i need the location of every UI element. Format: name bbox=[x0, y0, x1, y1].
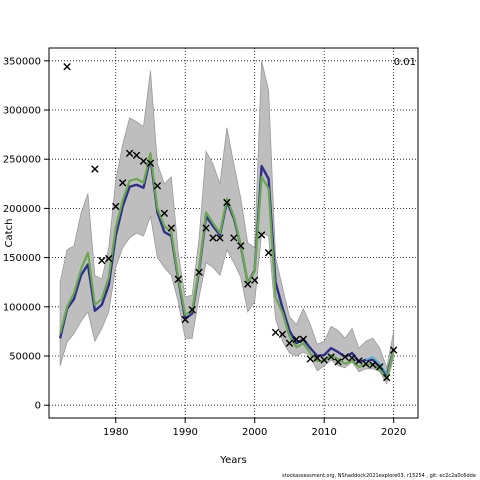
observed-point bbox=[63, 63, 71, 71]
x-axis-title: Years bbox=[219, 455, 246, 466]
observed-point bbox=[202, 224, 210, 232]
observed-point bbox=[167, 224, 175, 232]
observed-point bbox=[139, 157, 148, 165]
observed-point bbox=[355, 357, 363, 365]
observed-point bbox=[216, 234, 224, 242]
observed-point bbox=[334, 358, 342, 366]
observed-point bbox=[153, 182, 162, 190]
observed-point bbox=[195, 268, 203, 277]
observed-point bbox=[299, 335, 308, 343]
observed-point bbox=[320, 356, 328, 364]
observed-point bbox=[237, 242, 245, 250]
observed-point bbox=[118, 179, 127, 187]
y-tick-label: 200000 bbox=[3, 204, 41, 215]
y-tick-label: 350000 bbox=[3, 56, 41, 67]
observed-point bbox=[146, 159, 155, 167]
confidence-band bbox=[59, 60, 395, 385]
observed-points bbox=[63, 63, 398, 382]
observed-point bbox=[132, 151, 141, 159]
y-tick-label: 250000 bbox=[3, 155, 41, 166]
observed-point bbox=[285, 339, 294, 347]
observed-point bbox=[230, 234, 238, 242]
observed-point bbox=[251, 276, 259, 284]
y-tick-label: 100000 bbox=[3, 302, 41, 313]
x-tick-label: 2020 bbox=[381, 427, 406, 438]
observed-point bbox=[98, 256, 106, 265]
observed-point bbox=[389, 346, 398, 354]
axes: 1980 1990 2000 2010 2020 0 50000 100000 150000 20… bbox=[3, 56, 407, 438]
confidence-band-area bbox=[59, 60, 395, 385]
x-tick-label: 1980 bbox=[103, 427, 128, 438]
plot-frame bbox=[48, 47, 419, 419]
observed-point bbox=[125, 149, 134, 157]
observed-point bbox=[209, 234, 217, 242]
observed-point bbox=[91, 165, 99, 173]
observed-point bbox=[264, 248, 273, 257]
series-line-2 bbox=[59, 152, 395, 380]
footer-credit: stockassessment.org, NShaddock2021explor… bbox=[282, 473, 476, 479]
observed-point bbox=[271, 328, 280, 337]
observed-point bbox=[348, 354, 356, 362]
observed-point bbox=[292, 335, 301, 343]
series-line-3 bbox=[365, 356, 388, 375]
observed-point bbox=[181, 315, 189, 324]
observed-point bbox=[174, 275, 182, 283]
observed-point bbox=[223, 198, 231, 207]
observed-point bbox=[257, 231, 266, 239]
y-tick-label: 150000 bbox=[3, 253, 41, 264]
observed-point bbox=[112, 202, 120, 211]
y-tick-label: 300000 bbox=[3, 105, 41, 116]
observed-point bbox=[313, 354, 321, 362]
y-tick-label: 50000 bbox=[9, 352, 41, 363]
observed-point bbox=[105, 254, 113, 263]
x-tick-label: 1990 bbox=[172, 427, 197, 438]
observed-point bbox=[278, 330, 287, 339]
x-tick-label: 2010 bbox=[311, 427, 336, 438]
y-tick-label: 0 bbox=[35, 401, 41, 412]
observed-point bbox=[188, 306, 196, 314]
observed-point bbox=[341, 353, 349, 361]
observed-point bbox=[306, 355, 314, 363]
y-axis-title: Catch bbox=[4, 219, 15, 248]
observed-point bbox=[376, 363, 384, 371]
corner-annotation: 0.01 bbox=[394, 57, 416, 68]
observed-point bbox=[327, 353, 335, 361]
observed-point bbox=[160, 209, 169, 218]
x-tick-label: 2000 bbox=[242, 427, 267, 438]
observed-point bbox=[244, 280, 252, 288]
observed-point bbox=[383, 373, 391, 382]
observed-point bbox=[362, 360, 370, 368]
observed-point bbox=[369, 361, 377, 369]
